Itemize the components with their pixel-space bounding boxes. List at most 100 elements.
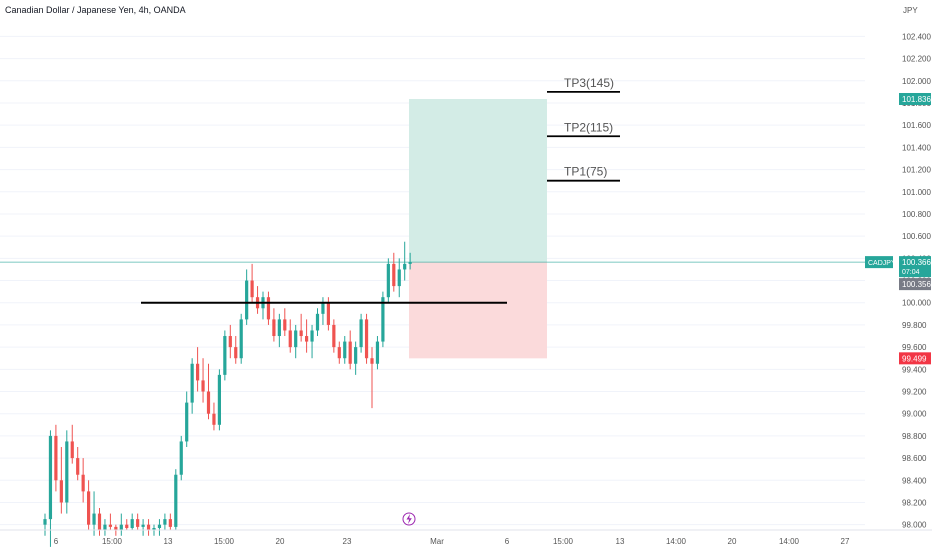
candle <box>315 313 320 331</box>
price-tag-label: 101.836 <box>902 95 931 104</box>
candle <box>179 441 183 475</box>
candle <box>157 524 162 528</box>
loss-zone <box>409 262 547 359</box>
candle <box>294 330 298 348</box>
candle <box>277 319 281 337</box>
candle <box>234 347 238 359</box>
y-tick-label: 98.200 <box>902 498 927 507</box>
candle <box>65 441 69 503</box>
candle <box>163 519 167 525</box>
candle <box>48 435 53 520</box>
candle <box>408 262 412 264</box>
candle <box>141 524 145 527</box>
candle <box>146 524 151 531</box>
candle <box>381 297 385 342</box>
candle <box>119 524 123 531</box>
tp-label: TP3(145) <box>564 76 614 90</box>
candle <box>375 341 380 364</box>
tp-label: TP1(75) <box>564 165 607 179</box>
y-tick-label: 102.200 <box>902 55 931 64</box>
candle <box>321 302 325 314</box>
candle <box>272 319 276 337</box>
candle <box>196 363 200 381</box>
y-tick-label: 98.600 <box>902 454 927 463</box>
lightning-glyph <box>406 514 412 524</box>
countdown-label: 07:04 <box>902 269 920 276</box>
candle <box>397 269 401 287</box>
candle <box>359 319 363 348</box>
candle <box>370 358 374 364</box>
candle <box>108 524 112 527</box>
candle <box>266 297 271 320</box>
candle <box>190 363 194 403</box>
candle <box>114 526 118 531</box>
x-tick-label: 6 <box>54 537 59 546</box>
candle <box>348 341 352 364</box>
candle <box>59 480 63 503</box>
y-tick-label: 102.400 <box>902 32 931 41</box>
y-tick-label: 99.800 <box>902 321 927 330</box>
candle <box>337 347 341 359</box>
x-tick-label: 20 <box>728 537 737 546</box>
candle <box>228 336 232 348</box>
candle <box>43 519 47 525</box>
candle <box>92 513 96 525</box>
candle <box>152 528 156 531</box>
candle <box>305 336 309 342</box>
profit-zone <box>409 98 547 263</box>
candle <box>250 280 254 298</box>
candle <box>174 474 178 527</box>
x-tick-label: 14:00 <box>779 537 800 546</box>
candle <box>201 380 205 392</box>
candle <box>245 280 249 320</box>
x-tick-label: 20 <box>276 537 285 546</box>
candle <box>326 302 330 325</box>
y-tick-label: 98.400 <box>902 476 927 485</box>
x-tick-label: 13 <box>164 537 173 546</box>
symbol-title: Canadian Dollar / Japanese Yen, 4h, OAND… <box>5 5 186 15</box>
candle <box>364 319 369 359</box>
candle <box>125 524 129 528</box>
candle <box>206 391 211 414</box>
candle <box>97 513 102 531</box>
x-tick-label: 27 <box>841 537 850 546</box>
x-tick-label: 23 <box>343 537 352 546</box>
candle <box>392 263 396 287</box>
candle <box>299 330 303 337</box>
y-tick-label: 101.600 <box>902 121 931 130</box>
x-tick-label: Mar <box>430 537 444 546</box>
price-tag <box>899 278 931 291</box>
x-tick-label: 15:00 <box>214 537 235 546</box>
candle <box>283 319 287 331</box>
y-tick-label: 100.600 <box>902 232 931 241</box>
y-tick-label: 100.000 <box>902 299 931 308</box>
y-tick-label: 99.000 <box>902 410 927 419</box>
y-tick-label: 101.400 <box>902 143 931 152</box>
candle <box>354 347 358 364</box>
x-tick-label: 14:00 <box>666 537 687 546</box>
x-tick-label: 13 <box>616 537 625 546</box>
x-tick-label: 15:00 <box>102 537 123 546</box>
candle <box>168 519 172 527</box>
price-tag-label: 99.499 <box>902 354 927 363</box>
candle <box>239 319 243 359</box>
candle <box>310 330 314 342</box>
candle <box>343 341 347 359</box>
candle <box>223 336 227 375</box>
candle <box>332 324 336 348</box>
x-tick-label: 15:00 <box>553 537 574 546</box>
price-tag <box>899 92 931 105</box>
symbol-tag-label: CADJPY <box>868 260 896 267</box>
candle <box>217 374 221 425</box>
price-tag <box>899 352 931 365</box>
candle <box>386 263 390 298</box>
y-tick-label: 99.600 <box>902 343 927 352</box>
candle <box>212 413 216 425</box>
x-tick-label: 6 <box>505 537 510 546</box>
y-tick-label: 101.200 <box>902 166 931 175</box>
candle <box>81 474 85 492</box>
candle <box>185 402 189 442</box>
y-tick-label: 98.800 <box>902 432 927 441</box>
candle <box>103 524 107 531</box>
